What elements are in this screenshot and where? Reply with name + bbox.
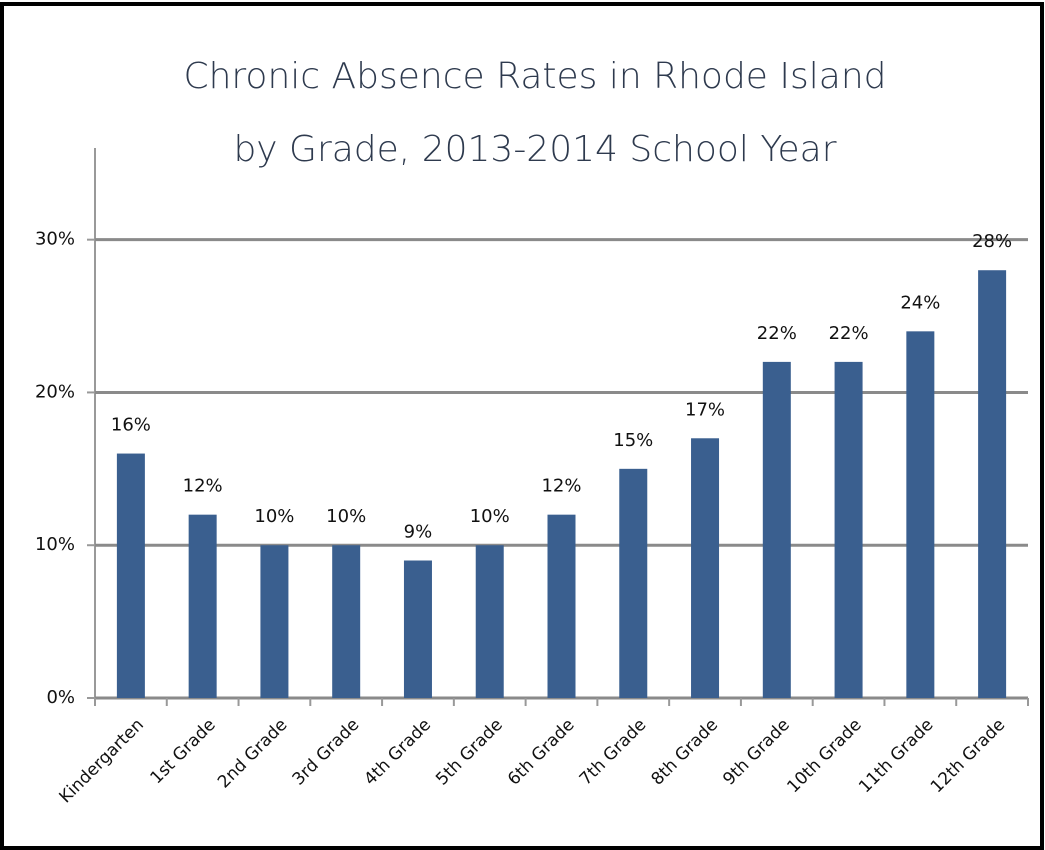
value-label: 10% (326, 506, 366, 527)
bar (978, 270, 1007, 698)
y-tick-label: 20% (35, 381, 75, 402)
value-label: 12% (541, 476, 581, 497)
value-label: 12% (183, 476, 223, 497)
chart-title: by Grade, 2013-2014 School Year (233, 129, 836, 170)
value-label: 16% (111, 415, 151, 436)
bar (332, 545, 361, 698)
bar (906, 331, 935, 698)
x-tick-label: 9th Grade (719, 715, 794, 790)
x-tick-label: 2nd Grade (214, 715, 292, 793)
bar (260, 545, 289, 698)
chart-title: Chronic Absence Rates in Rhode Island (183, 56, 886, 97)
x-tick-label: 5th Grade (432, 715, 507, 790)
bar (691, 438, 720, 698)
x-tick-label: 11th Grade (855, 715, 937, 797)
value-label: 15% (613, 430, 653, 451)
bar (762, 361, 791, 698)
x-tick-label: 4th Grade (360, 715, 435, 790)
bar (834, 361, 863, 698)
x-tick-label: 6th Grade (504, 715, 579, 790)
x-tick-label: 7th Grade (576, 715, 651, 790)
value-label: 10% (254, 506, 294, 527)
bar (619, 468, 648, 698)
x-tick-label: 1st Grade (146, 715, 219, 788)
value-label: 24% (900, 292, 940, 313)
value-label: 28% (972, 231, 1012, 252)
x-tick-label: 8th Grade (648, 715, 723, 790)
y-tick-label: 30% (35, 229, 75, 250)
y-tick-label: 10% (35, 534, 75, 555)
bar (547, 514, 576, 698)
y-tick-label: 0% (46, 687, 75, 708)
x-tick-label: 12th Grade (927, 715, 1009, 797)
value-label: 9% (404, 522, 433, 543)
x-tick-label: 3rd Grade (289, 715, 364, 790)
x-tick-label: 10th Grade (783, 715, 865, 797)
x-tick-label: Kindergarten (56, 715, 148, 807)
bar (188, 514, 217, 698)
bar (403, 560, 432, 698)
value-label: 22% (829, 323, 869, 344)
bar (475, 545, 504, 698)
value-label: 17% (685, 399, 725, 420)
bar (116, 453, 145, 698)
value-label: 10% (470, 506, 510, 527)
value-label: 22% (757, 323, 797, 344)
